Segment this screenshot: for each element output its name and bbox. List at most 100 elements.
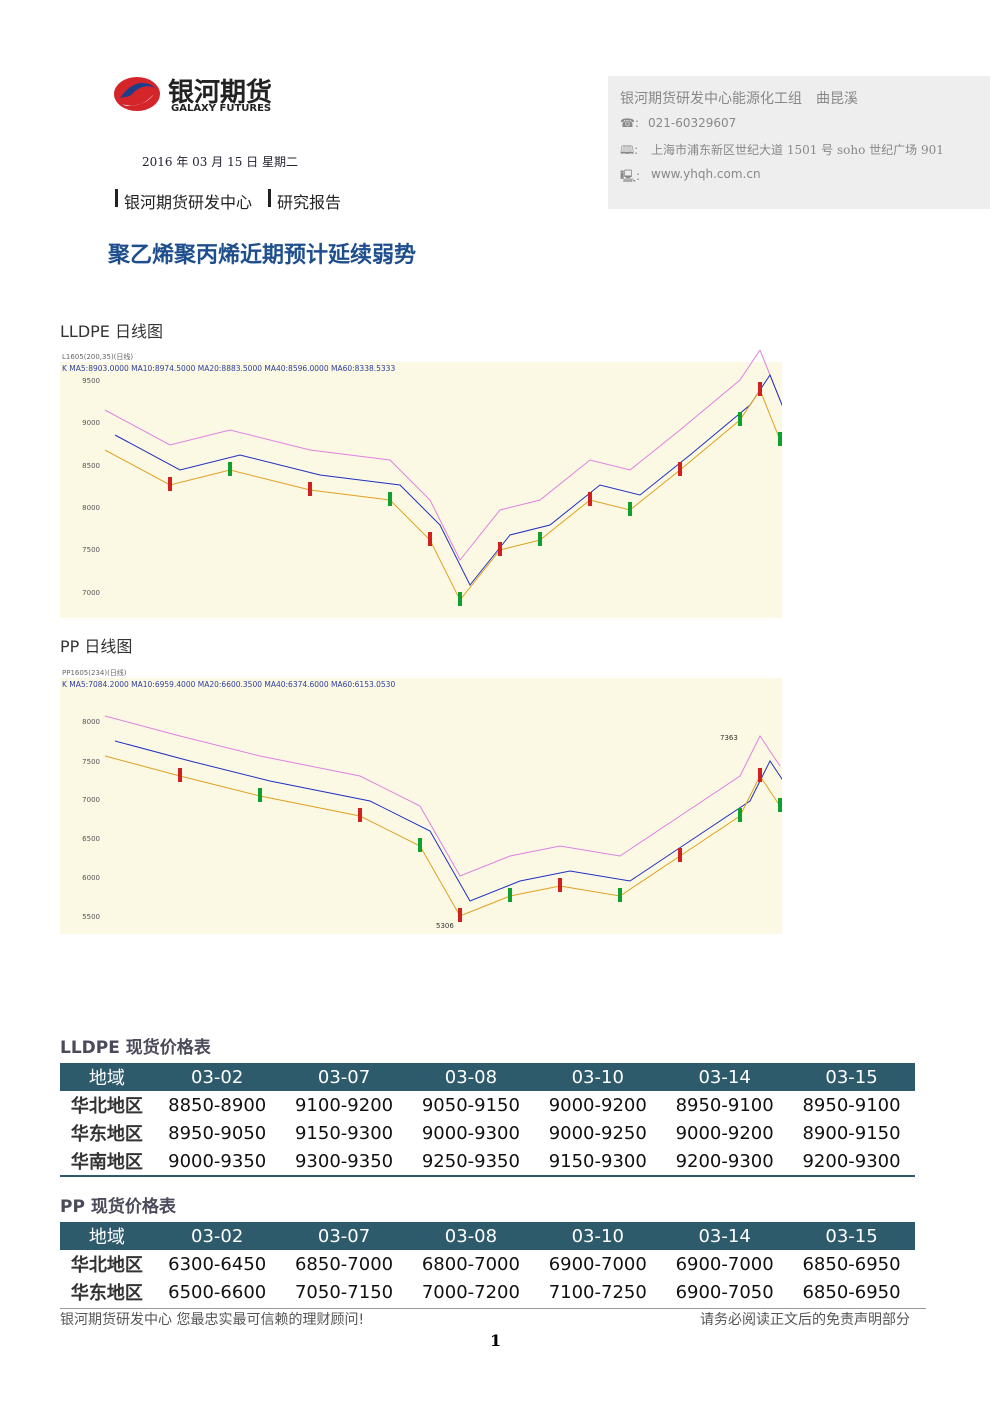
price-table: 地域 03-02 03-07 03-08 03-10 03-14 03-15 华北地区 6300… — [60, 1222, 915, 1306]
chart-caption: LLDPE 日线图 — [60, 322, 163, 341]
y-tick-label: 8000 — [82, 504, 100, 512]
cell: 6900-7000 — [675, 1253, 774, 1275]
candle — [618, 888, 622, 902]
column-header: 03-15 — [788, 1063, 915, 1091]
phone: 021-60329607 — [648, 116, 737, 130]
candle — [678, 462, 682, 476]
column-header: 地域 — [60, 1222, 154, 1250]
chart-svg: L1605(200,35)(日线) K MA5:8903.0000 MA10:89… — [60, 350, 782, 606]
candle — [758, 382, 762, 396]
cell: 华北地区 — [70, 1255, 143, 1276]
cell: 9150-9300 — [548, 1150, 647, 1172]
candle — [628, 502, 632, 516]
candle — [778, 432, 782, 446]
cell: 6300-6450 — [168, 1253, 267, 1275]
cell: 华北地区 — [70, 1096, 143, 1117]
cell: 华东地区 — [70, 1124, 143, 1145]
row: 华东地区 6500-6600 7050-7150 7000-7200 7100-7250… — [60, 1278, 915, 1306]
y-tick-label: 8000 — [82, 718, 100, 726]
candle — [168, 477, 172, 491]
cell: 8850-8900 — [168, 1094, 267, 1116]
candle — [778, 798, 782, 812]
cell: 9000-9200 — [675, 1122, 774, 1144]
web: www.yhqh.com.cn — [651, 167, 761, 181]
y-tick-label: 8500 — [82, 462, 100, 470]
cell: 9000-9250 — [548, 1122, 647, 1144]
candle — [308, 482, 312, 496]
y-tick-label: 9500 — [82, 377, 100, 385]
low-label: 5306 — [436, 922, 454, 930]
candle — [418, 838, 422, 852]
row: 华北地区 8850-8900 9100-9200 9050-9150 9000-9200… — [60, 1091, 915, 1119]
chart-legend: K MA5:7084.2000 MA10:6959.4000 MA20:6600… — [62, 680, 395, 689]
candle — [738, 808, 742, 822]
high-label: 7363 — [720, 734, 738, 742]
candle — [388, 492, 392, 506]
ma-line — [104, 715, 781, 877]
dept: 银河期货研发中心 — [124, 193, 253, 212]
logo-en: GALAXY FUTURES — [171, 103, 272, 114]
cell: 9000-9300 — [421, 1122, 520, 1144]
header-row: 地域 03-02 03-07 03-08 03-10 03-14 03-15 — [60, 1222, 915, 1250]
y-tick-label: 7000 — [82, 589, 100, 597]
bar — [115, 189, 118, 207]
cell: 6850-6950 — [802, 1281, 901, 1303]
footer-rule — [60, 1308, 926, 1309]
chart-legend: K MA5:8903.0000 MA10:8974.5000 MA20:8883… — [62, 364, 395, 373]
chart-image: PP1605(234)(日线) K MA5:7084.2000 MA10:6959… — [60, 666, 782, 934]
y-tick-label: 7000 — [82, 796, 100, 804]
logo-icon — [114, 77, 160, 111]
column-header: 03-07 — [280, 1222, 408, 1250]
contact-box — [608, 76, 990, 209]
candle — [558, 878, 562, 892]
row: 华东地区 8950-9050 9150-9300 9000-9300 9000-9250… — [60, 1119, 915, 1147]
y-tick-label: 7500 — [82, 546, 100, 554]
cell: 9200-9300 — [802, 1150, 901, 1172]
candle — [428, 532, 432, 546]
candle — [458, 908, 462, 922]
cell: 华东地区 — [70, 1283, 143, 1304]
table-title: PP 现货价格表 — [60, 1197, 176, 1217]
cell: 9000-9350 — [168, 1150, 267, 1172]
cell: 6850-6950 — [802, 1253, 901, 1275]
price-line — [104, 388, 781, 601]
header-band — [60, 666, 782, 678]
ma-line — [104, 350, 781, 561]
candle — [738, 412, 742, 426]
address: 上海市浦东新区世纪大道 1501 号 soho 世纪广场 901 — [651, 143, 944, 157]
logo-cn: 银河期货 — [168, 78, 273, 108]
cell: 6850-7000 — [294, 1253, 394, 1275]
row: 华北地区 6300-6450 6850-7000 6800-7000 6900-7000… — [60, 1250, 915, 1278]
column-header: 03-08 — [407, 1222, 535, 1250]
candle — [258, 788, 262, 802]
candle — [498, 542, 502, 556]
address-icon: 🕮: — [620, 143, 639, 157]
cell: 6500-6600 — [168, 1281, 267, 1303]
candle — [508, 888, 512, 902]
cell: 华南地区 — [70, 1152, 143, 1173]
y-tick-label: 5500 — [82, 913, 100, 921]
y-tick-label: 7500 — [82, 758, 100, 766]
column-header: 03-10 — [534, 1063, 662, 1091]
cell: 9250-9350 — [421, 1150, 520, 1172]
row: 华南地区 9000-9350 9300-9350 9250-9350 9150-9300… — [60, 1147, 915, 1176]
phone-icon: ☎: — [620, 116, 639, 130]
cell: 9300-9350 — [294, 1150, 394, 1172]
chart-image: L1605(200,35)(日线) K MA5:8903.0000 MA10:89… — [60, 350, 782, 618]
chart-svg: PP1605(234)(日线) K MA5:7084.2000 MA10:6959… — [60, 666, 782, 930]
chart-header: L1605(200,35)(日线) — [62, 352, 133, 361]
cell: 8950-9100 — [802, 1094, 901, 1116]
column-header: 03-08 — [407, 1063, 535, 1091]
cell: 7000-7200 — [421, 1281, 520, 1303]
ma-line — [114, 373, 782, 586]
cell: 9000-9200 — [548, 1094, 647, 1116]
column-header: 03-07 — [280, 1063, 408, 1091]
cell: 6900-7050 — [675, 1281, 774, 1303]
candle — [458, 592, 462, 606]
page-number: 1 — [490, 1331, 502, 1350]
column-header: 03-02 — [153, 1063, 281, 1091]
footer-left: 银河期货研发中心 您最忠实最可信赖的理财顾问! — [60, 1312, 365, 1328]
column-header: 地域 — [60, 1063, 154, 1091]
header-band — [60, 350, 782, 362]
title: 聚乙烯聚丙烯近期预计延续弱势 — [108, 243, 417, 268]
